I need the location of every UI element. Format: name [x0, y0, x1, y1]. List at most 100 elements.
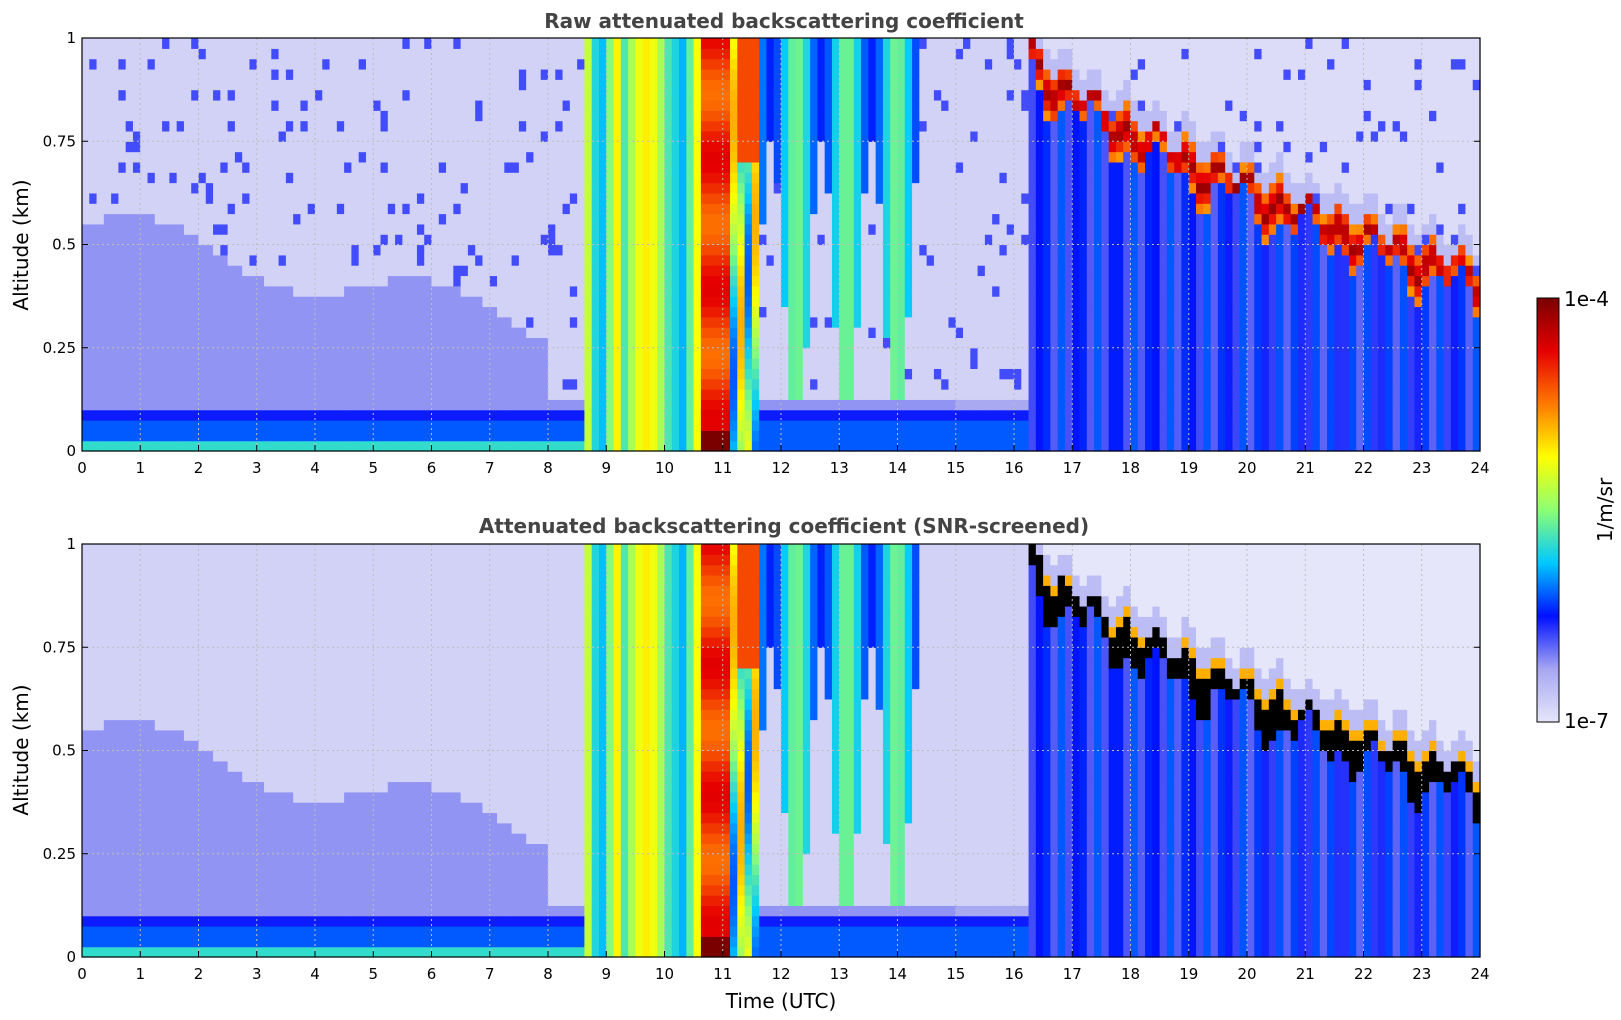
heatmap-cell: [198, 296, 207, 308]
heatmap-cell: [890, 358, 899, 369]
heatmap-cell: [278, 275, 287, 287]
heatmap-cell: [839, 389, 848, 400]
heatmap-cell: [606, 265, 615, 277]
heatmap-cell: [577, 399, 586, 411]
heatmap-cell: [446, 120, 454, 132]
heatmap-cell: [977, 192, 986, 204]
heatmap-cell: [132, 130, 141, 142]
heatmap-cell: [919, 285, 928, 297]
heatmap-cell: [555, 99, 564, 111]
heatmap-cell: [963, 192, 971, 204]
heatmap-cell: [285, 337, 294, 349]
heatmap-cell: [744, 130, 753, 142]
heatmap-cell: [475, 244, 484, 256]
heatmap-cell: [416, 296, 425, 308]
heatmap-cell: [562, 254, 571, 266]
heatmap-cell: [708, 265, 717, 277]
heatmap-cell: [970, 223, 979, 235]
heatmap-cell: [912, 172, 920, 184]
heatmap-cell: [96, 58, 105, 70]
heatmap-cell: [533, 368, 542, 380]
heatmap-cell: [569, 89, 578, 101]
heatmap-cell: [744, 306, 753, 318]
heatmap-cell: [183, 275, 192, 287]
heatmap-cell: [577, 234, 586, 246]
heatmap-cell: [744, 378, 753, 390]
heatmap-cell: [766, 265, 775, 277]
heatmap-cell: [751, 285, 760, 297]
heatmap-cell: [817, 409, 826, 421]
heatmap-cell: [249, 110, 258, 122]
heatmap-cell: [198, 358, 207, 369]
heatmap-cell: [773, 141, 782, 153]
heatmap-cell: [176, 389, 185, 400]
heatmap-cell: [438, 254, 447, 266]
heatmap-cell: [395, 378, 403, 390]
heatmap-cell: [562, 48, 571, 60]
heatmap-cell: [446, 420, 454, 431]
heatmap-cell: [963, 130, 971, 142]
heatmap-cell: [679, 151, 687, 163]
heatmap-cell: [220, 68, 229, 80]
heatmap-cell: [249, 254, 258, 266]
heatmap-cell: [176, 399, 185, 411]
heatmap-cell: [897, 368, 906, 380]
heatmap-cell: [365, 99, 374, 111]
heatmap-cell: [679, 141, 687, 153]
heatmap-cell: [977, 130, 986, 142]
heatmap-cell: [191, 110, 200, 122]
heatmap-cell: [453, 378, 462, 390]
heatmap-cell: [256, 337, 265, 349]
heatmap-cell: [518, 79, 527, 91]
heatmap-cell: [620, 244, 629, 256]
heatmap-cell: [96, 430, 105, 442]
heatmap-cell: [264, 316, 272, 328]
heatmap-cell: [446, 430, 454, 442]
heatmap-cell: [577, 110, 586, 122]
heatmap-cell: [191, 89, 200, 101]
heatmap-cell: [154, 182, 163, 194]
heatmap-cell: [926, 440, 935, 452]
heatmap-cell: [584, 89, 593, 101]
heatmap-cell: [220, 409, 229, 421]
heatmap-cell: [781, 368, 789, 380]
heatmap-cell: [649, 337, 658, 349]
heatmap-cell: [941, 58, 950, 70]
heatmap-cell: [984, 192, 993, 204]
heatmap-cell: [482, 192, 491, 204]
heatmap-cell: [154, 141, 163, 153]
heatmap-cell: [977, 48, 986, 60]
heatmap-cell: [548, 234, 556, 246]
heatmap-cell: [213, 79, 221, 91]
heatmap-cell: [642, 275, 651, 287]
heatmap-cell: [475, 79, 484, 91]
heatmap-cell: [453, 223, 462, 235]
heatmap-cell: [875, 192, 884, 204]
heatmap-cell: [271, 275, 280, 287]
heatmap-cell: [824, 358, 833, 369]
heatmap-cell: [933, 182, 942, 194]
heatmap-cell: [686, 99, 695, 111]
heatmap-cell: [751, 203, 760, 215]
heatmap-cell: [890, 306, 899, 318]
heatmap-cell: [140, 79, 149, 91]
heatmap-cell: [679, 161, 687, 173]
heatmap-cell: [424, 110, 433, 122]
heatmap-cell: [897, 275, 906, 287]
heatmap-cell: [169, 192, 178, 204]
heatmap-cell: [511, 151, 520, 163]
heatmap-cell: [344, 285, 353, 297]
heatmap-cell: [256, 265, 265, 277]
heatmap-cell: [89, 327, 98, 339]
heatmap-cell: [307, 347, 316, 359]
heatmap-cell: [977, 378, 986, 390]
heatmap-cell: [569, 389, 578, 400]
heatmap-cell: [526, 234, 535, 246]
heatmap-cell: [140, 99, 149, 111]
heatmap-cell: [220, 368, 229, 380]
heatmap-cell: [955, 192, 964, 204]
heatmap-cell: [984, 368, 993, 380]
heatmap-cell: [504, 38, 513, 49]
heatmap-cell: [817, 254, 826, 266]
heatmap-cell: [82, 68, 90, 80]
